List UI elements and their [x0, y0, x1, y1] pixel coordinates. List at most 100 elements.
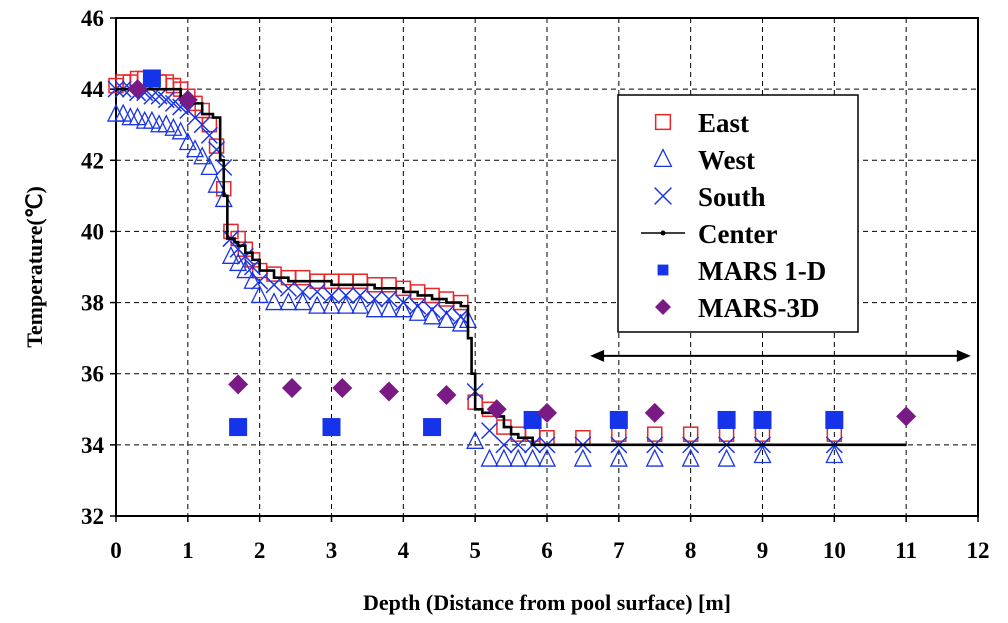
data-point: [437, 304, 455, 322]
data-point: [423, 301, 441, 319]
series-center: [116, 87, 907, 447]
data-point: [322, 295, 341, 314]
data-point: [351, 286, 369, 304]
legend-item: West: [653, 145, 755, 175]
data-point: [207, 174, 226, 193]
x-tick-label: 9: [757, 538, 769, 563]
data-point: [466, 430, 485, 449]
data-point: [575, 429, 591, 446]
data-point: [573, 448, 592, 467]
data-point: [279, 292, 298, 311]
x-axis-label: Depth (Distance from pool surface) [m]: [363, 590, 731, 615]
data-point: [236, 247, 254, 265]
data-point: [495, 436, 513, 454]
data-point: [251, 272, 269, 290]
data-point: [423, 306, 442, 325]
data-point: [332, 377, 353, 398]
data-point: [896, 406, 917, 427]
data-point: [293, 292, 312, 311]
data-point: [825, 445, 844, 464]
data-point: [609, 410, 628, 429]
x-tick-label: 8: [685, 538, 697, 563]
data-point: [114, 103, 133, 122]
x-tick-label: 10: [823, 538, 846, 563]
data-point: [381, 277, 397, 293]
x-tick-label: 4: [398, 538, 410, 563]
data-point: [281, 377, 302, 398]
data-point: [437, 309, 456, 329]
legend-marker-icon: [654, 113, 672, 131]
legend-dot-icon: [660, 230, 666, 236]
data-point: [157, 114, 176, 133]
legend-label: MARS 1-D: [698, 256, 826, 286]
data-point: [337, 286, 355, 304]
data-point: [647, 426, 663, 442]
legend-marker-icon: [653, 148, 673, 168]
range-arrow-head-left: [590, 349, 605, 362]
data-point: [436, 385, 457, 406]
data-point: [394, 299, 413, 318]
legend-item: MARS 1-D: [657, 256, 826, 286]
x-tick-label: 0: [110, 538, 122, 563]
data-point: [753, 445, 772, 464]
data-point: [409, 297, 427, 315]
series-mars-1-d: [142, 69, 844, 437]
data-point: [322, 418, 341, 437]
data-point: [338, 273, 354, 289]
data-point: [423, 418, 442, 437]
y-tick-label: 32: [81, 504, 104, 529]
data-point: [644, 402, 665, 423]
y-tick-label: 36: [81, 362, 104, 387]
x-tick-label: 1: [182, 538, 194, 563]
data-point: [408, 302, 427, 321]
data-point: [308, 295, 327, 314]
legend-label: West: [698, 145, 755, 175]
series-line-center: [116, 87, 907, 447]
data-point: [229, 418, 248, 437]
legend-box: [617, 94, 859, 333]
series-south: [107, 80, 843, 454]
data-point: [200, 126, 218, 144]
data-point: [250, 285, 269, 304]
data-point: [193, 116, 211, 134]
legend-marker-icon: [657, 264, 669, 276]
data-point: [366, 290, 384, 308]
data-point: [164, 117, 183, 136]
data-point: [394, 294, 412, 312]
x-tick-label: 11: [895, 538, 917, 563]
data-point: [177, 89, 198, 110]
x-axis-ticks: 0 1 2 3 4 5 6 7 8 9 10 11 12: [110, 516, 990, 563]
data-point: [753, 410, 772, 429]
data-point: [228, 374, 249, 395]
data-point: [609, 448, 628, 467]
data-point: [717, 410, 736, 429]
y-tick-label: 38: [81, 291, 104, 316]
data-point: [143, 87, 161, 105]
data-point: [451, 313, 470, 332]
data-point: [336, 295, 355, 314]
legend-label: Center: [698, 219, 777, 249]
data-point: [279, 279, 297, 297]
data-point: [380, 290, 398, 308]
data-point: [481, 422, 499, 440]
data-point: [523, 410, 542, 429]
data-point: [127, 79, 148, 100]
legend-marker-icon: [654, 187, 672, 205]
legend-label: MARS-3D: [698, 293, 820, 323]
data-point: [379, 299, 399, 318]
data-point: [128, 107, 147, 126]
data-point: [378, 381, 399, 402]
data-point: [537, 402, 557, 423]
annotation-layer: [590, 349, 971, 362]
x-tick-label: 2: [254, 538, 266, 563]
data-point: [208, 141, 226, 159]
data-point: [537, 448, 557, 467]
data-point: [229, 252, 248, 272]
legend-item: South: [654, 182, 766, 212]
data-point: [200, 156, 219, 176]
legend: East West South Center MARS 1-D MARS-3D: [617, 94, 859, 333]
data-point: [352, 273, 368, 289]
data-point: [351, 295, 370, 314]
data-point: [480, 448, 499, 467]
